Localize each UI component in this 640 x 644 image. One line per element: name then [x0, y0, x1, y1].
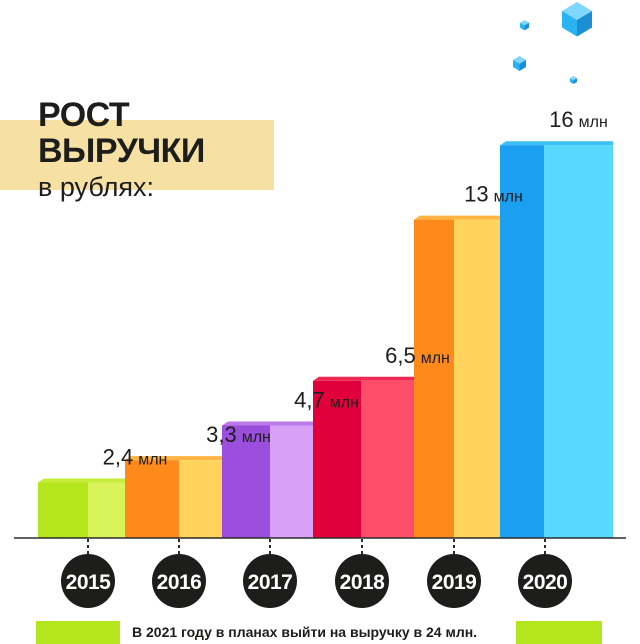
bar-2020 — [500, 141, 613, 538]
year-badge-2018 — [335, 554, 389, 608]
value-label-2017: 4,7 млн — [294, 387, 359, 412]
year-badge-2020 — [518, 554, 572, 608]
year-label-2015: 2015 — [66, 571, 112, 594]
decorative-cubes — [513, 2, 592, 85]
bar-side-face — [38, 482, 88, 538]
bar-cap — [500, 141, 613, 146]
value-labels: 2,4 млн 3,3 млн 4,7 млн 6,5 млн 13 млн 16 млн — [103, 107, 608, 469]
year-label-2018: 2018 — [340, 571, 386, 594]
year-badge-2016 — [152, 554, 206, 608]
cube-face — [513, 59, 520, 71]
cube-face — [513, 56, 526, 64]
bar-side-face — [313, 380, 361, 538]
footnote-text: В 2021 году в планах выйти на выручку в … — [132, 624, 478, 640]
chart-title: РОСТ ВЫРУЧКИ в рублях: — [38, 98, 205, 201]
year-badge-2017 — [243, 554, 297, 608]
cube-medium — [513, 56, 526, 71]
title-line-2: ВЫРУЧКИ — [38, 132, 205, 170]
cube-face — [570, 78, 574, 85]
year-label-2020: 2020 — [523, 571, 568, 594]
value-label-2016: 3,3 млн — [206, 422, 271, 447]
year-label-2016: 2016 — [157, 571, 202, 594]
cube-face — [520, 20, 529, 26]
footnote-accent-left — [36, 621, 120, 644]
year-label-2017: 2017 — [248, 571, 293, 594]
cube-face — [570, 76, 577, 81]
bar-side-face — [125, 460, 179, 538]
cube-face — [573, 78, 577, 85]
year-badge-2015 — [61, 554, 115, 608]
footnote-accent-right — [516, 621, 602, 644]
value-label-2018: 6,5 млн — [385, 343, 450, 368]
cube-small — [520, 20, 529, 31]
x-axis: 2015 2016 2017 2018 2019 2020 — [14, 537, 626, 608]
cube-face — [519, 59, 526, 71]
value-label-2019: 13 млн — [464, 182, 523, 207]
cube-face — [577, 11, 592, 37]
title-subtitle: в рублях: — [38, 172, 154, 202]
cube-large — [562, 2, 592, 37]
cube-face — [562, 11, 577, 37]
bar-side-face — [222, 425, 270, 538]
cube-tiny — [570, 76, 577, 85]
year-badge-2019 — [427, 554, 481, 608]
bar-front-face — [544, 145, 613, 538]
title-highlight-band — [0, 120, 274, 190]
cube-face — [524, 22, 529, 31]
value-label-2020: 16 млн — [549, 107, 608, 132]
year-label-2019: 2019 — [432, 571, 477, 594]
bar-side-face — [500, 145, 544, 538]
bars-group — [38, 141, 613, 538]
title-line-1: РОСТ — [38, 96, 130, 134]
value-label-2015: 2,4 млн — [103, 444, 168, 469]
bar-side-face — [414, 219, 454, 538]
cube-face — [520, 22, 525, 31]
